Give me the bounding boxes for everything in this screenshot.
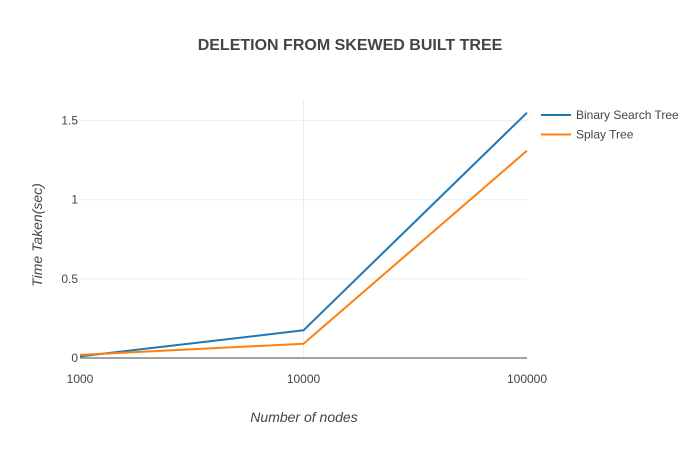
legend-label: Splay Tree	[576, 128, 634, 142]
y-tick-label: 1.5	[61, 114, 78, 128]
y-axis-label: Time Taken(sec)	[29, 183, 45, 287]
series-line-binary-search-tree[interactable]	[79, 111, 528, 358]
chart-title: DELETION FROM SKEWED BUILT TREE	[198, 37, 503, 54]
series-line-splay-tree[interactable]	[79, 149, 528, 356]
legend-item-binary-search-tree[interactable]: Binary Search Tree	[541, 108, 679, 122]
series-lines	[79, 111, 528, 358]
legend[interactable]: Binary Search Tree Splay Tree	[541, 108, 679, 142]
legend-item-splay-tree[interactable]: Splay Tree	[541, 128, 634, 142]
y-tick-label: 0.5	[61, 272, 78, 286]
x-tick-label: 100000	[507, 372, 547, 386]
y-tick-label: 0	[71, 351, 78, 365]
y-tick-label: 1	[71, 193, 78, 207]
legend-label: Binary Search Tree	[576, 108, 679, 122]
x-axis-label: Number of nodes	[250, 409, 357, 425]
tick-labels: 0 0.5 1 1.5 1000 10000 100000	[61, 114, 547, 386]
grid-lines	[80, 100, 527, 358]
x-tick-label: 10000	[287, 372, 321, 386]
x-tick-label: 1000	[67, 372, 94, 386]
